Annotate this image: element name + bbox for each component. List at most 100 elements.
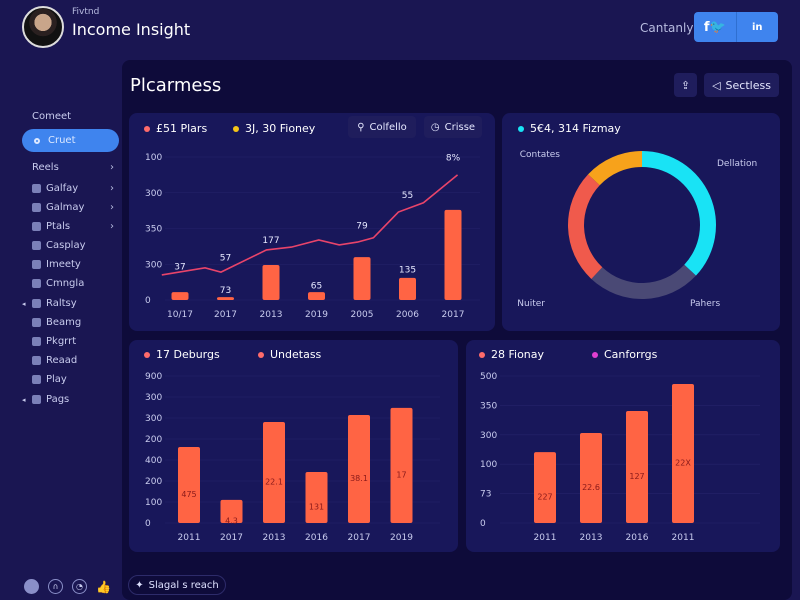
y-tick-label: 300 <box>480 431 497 441</box>
pie-slice <box>642 151 716 276</box>
sidebar-item-label: Cruet <box>48 135 76 146</box>
folder-icon <box>32 260 41 269</box>
bag-icon <box>32 203 41 212</box>
thumbs-up-icon[interactable]: 👍 <box>96 579 111 594</box>
bar <box>263 421 285 523</box>
data-label: 475 <box>181 490 196 499</box>
y-tick-label: 100 <box>145 498 162 508</box>
y-tick-label: 300 <box>145 414 162 424</box>
legend-item: 5€4, 314 Fizmay <box>518 122 621 135</box>
sidebar-item-label: Pags <box>46 394 70 405</box>
x-tick-label: 2017 <box>442 310 465 320</box>
gauge-icon[interactable]: ◔ <box>72 579 87 594</box>
header-link[interactable]: Cantanly <box>640 21 694 35</box>
x-tick-label: 2006 <box>396 310 419 320</box>
sidebar-item-ptals[interactable]: Ptals › <box>32 221 114 232</box>
sidebar-item-active[interactable]: Cruet <box>22 129 119 152</box>
grid-icon <box>32 279 41 288</box>
x-tick-label: 2005 <box>351 310 374 320</box>
chevron-right-icon: › <box>110 162 114 173</box>
sections-button[interactable]: ◁ Sectless <box>704 73 779 97</box>
sidebar-item-label: Imeety <box>46 259 81 270</box>
social-buttons: f🐦 in <box>694 12 778 42</box>
y-tick-label: 100 <box>480 460 497 470</box>
pie-slice <box>588 151 642 186</box>
y-tick-label: 200 <box>145 435 162 445</box>
calendar-icon <box>32 299 41 308</box>
close-button[interactable]: ◷ Crisse <box>424 116 482 138</box>
linkedin-icon[interactable]: in <box>735 12 779 42</box>
sidebar-item-galfay[interactable]: Galfay › <box>32 183 114 194</box>
bar <box>444 209 462 300</box>
y-tick-label: 900 <box>145 372 162 382</box>
share-button[interactable]: ⇪ <box>674 73 697 97</box>
data-label: 37 <box>174 263 185 273</box>
slice-label: Contates <box>520 150 561 160</box>
sidebar-item-reels[interactable]: Reels › <box>32 162 114 173</box>
sidebar-item-casplay[interactable]: Casplay <box>32 240 114 251</box>
y-tick-label: 73 <box>480 490 491 500</box>
user-icon[interactable] <box>24 579 39 594</box>
legend-item: 3J, 30 Fioney <box>233 122 315 135</box>
sidebar-item-label: Play <box>46 374 67 385</box>
bar <box>580 433 602 523</box>
sidebar-item-pags[interactable]: ◂ Pags <box>22 394 114 405</box>
avatar[interactable] <box>22 6 64 48</box>
x-tick-label: 2011 <box>178 533 201 543</box>
sidebar-item-label: Reels <box>32 162 59 173</box>
collection-button[interactable]: ⚲ Colfello <box>348 116 416 138</box>
app-title: Income Insight <box>72 20 191 39</box>
caret-icon: ◂ <box>22 395 26 404</box>
globe-icon <box>32 184 41 193</box>
x-tick-label: 2016 <box>626 533 649 543</box>
legend-item: Undetass <box>258 348 321 361</box>
x-tick-label: 2016 <box>305 533 328 543</box>
data-label: 22.6 <box>582 483 600 492</box>
sidebar-item-pkgrrt[interactable]: Pkgrrt <box>32 336 114 347</box>
sidebar-item-beamg[interactable]: Beamg <box>32 317 114 328</box>
pie-slice <box>591 264 696 299</box>
bar <box>308 292 325 300</box>
data-label: 17 <box>396 470 406 479</box>
facebook-twitter-icon[interactable]: f🐦 <box>703 19 726 35</box>
circle-icon <box>34 137 40 144</box>
chevron-right-icon: › <box>110 183 114 194</box>
x-tick-label: 2011 <box>672 533 695 543</box>
data-label: 135 <box>399 265 416 275</box>
bar <box>390 407 413 523</box>
pie-slice <box>567 174 603 279</box>
x-tick-label: 2017 <box>348 533 371 543</box>
bar <box>626 410 648 523</box>
clock-icon: ◷ <box>430 121 440 133</box>
sidebar-item-label: Beamg <box>46 317 82 328</box>
data-label: 65 <box>311 282 322 292</box>
sidebar-item-label: Galmay <box>46 202 85 213</box>
sidebar-item-raltsy[interactable]: ◂ Raltsy <box>22 298 114 309</box>
data-label: 55 <box>402 191 413 201</box>
chevron-right-icon: › <box>110 202 114 213</box>
data-label: 73 <box>220 286 231 296</box>
bar <box>399 277 416 300</box>
sidebar-item-label: Galfay <box>46 183 79 194</box>
x-tick-label: 2019 <box>390 533 413 543</box>
bar <box>220 499 243 523</box>
headset-icon[interactable]: ∩ <box>48 579 63 594</box>
data-label: 38.1 <box>350 474 368 483</box>
sidebar-item-imeety[interactable]: Imeety <box>32 259 114 270</box>
y-tick-label: 200 <box>145 477 162 487</box>
sidebar-item-galmay[interactable]: Galmay › <box>32 202 114 213</box>
y-tick-label: 0 <box>480 519 486 529</box>
sidebar-item-reaad[interactable]: Reaad <box>32 355 114 366</box>
sidebar-item-play[interactable]: Play <box>32 374 114 385</box>
y-tick-label: 0 <box>145 519 151 529</box>
slice-label: Pahers <box>690 299 720 309</box>
sidebar-item-cmngla[interactable]: Cmngla <box>32 278 114 289</box>
data-label: 4.3 <box>225 516 238 525</box>
legend-item: £51 Plars <box>144 122 207 135</box>
search-reach-button[interactable]: ✦ Slagal s reach <box>128 575 226 595</box>
y-tick-label: 300 <box>145 189 162 199</box>
y-tick-label: 300 <box>145 393 162 403</box>
x-tick-label: 2017 <box>214 310 237 320</box>
brand-subtitle: Fivtnd <box>72 7 100 17</box>
share-icon: ⇪ <box>680 78 691 92</box>
